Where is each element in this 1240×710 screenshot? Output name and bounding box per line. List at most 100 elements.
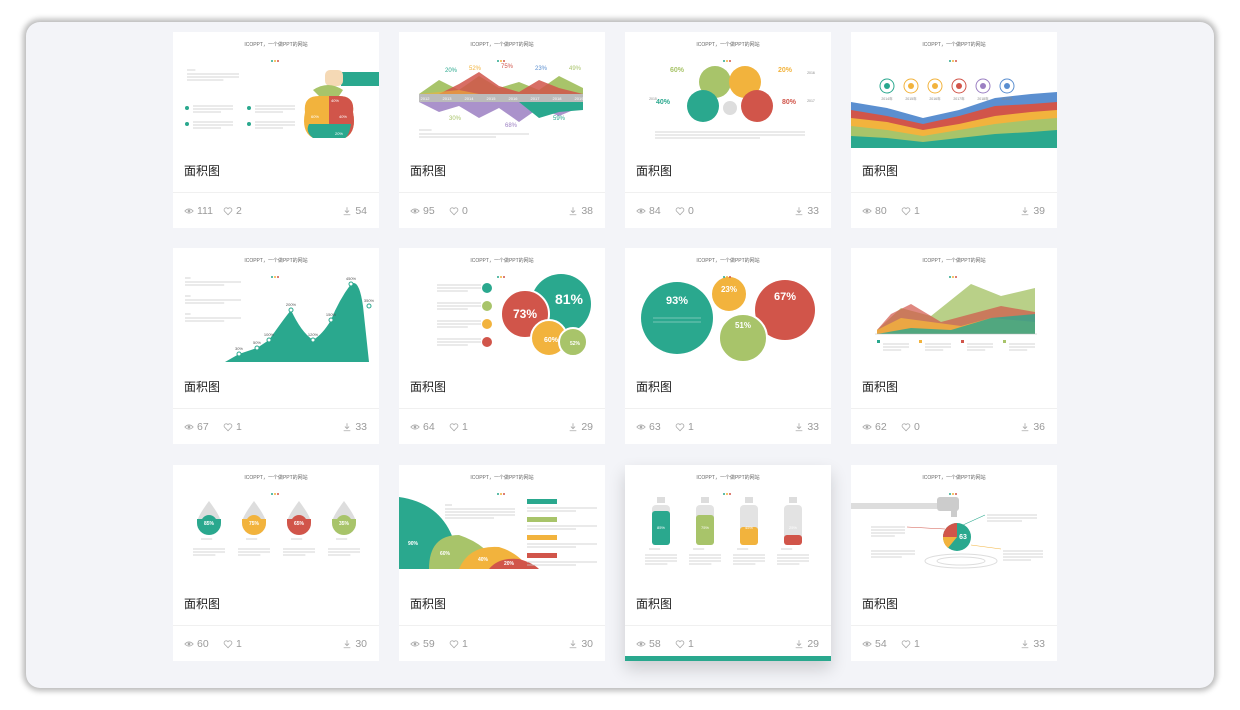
template-card[interactable]: ICOPPT，一个做PPT的网站 2012 2013 2014 2015 2016 201… [399, 32, 605, 228]
year-label: 2015 [487, 96, 497, 101]
year-label: 2015 [649, 97, 657, 101]
template-card[interactable]: ICOPPT，一个做PPT的网站 85% 75% 45% 25% 面积图 58 1 2… [625, 465, 831, 661]
download-icon [1021, 640, 1029, 649]
template-card[interactable]: ICOPPT，一个做PPT的网站 60% 40% 20% 80% 2015 2016 201… [625, 32, 831, 228]
card-title[interactable]: 面积图 [636, 597, 673, 611]
card-title[interactable]: 面积图 [862, 380, 899, 394]
bag-pct-label: 40% [339, 114, 347, 119]
template-thumbnail[interactable]: ICOPPT，一个做PPT的网站 85% 75% 65% 35% [173, 465, 379, 583]
download-icon [1021, 207, 1029, 216]
eye-icon [184, 208, 194, 214]
download-button[interactable]: 33 [342, 420, 367, 434]
pct-label: 40% [478, 557, 489, 563]
card-title[interactable]: 面积图 [862, 597, 899, 611]
like-button[interactable]: 1 [449, 420, 468, 434]
heart-icon [449, 640, 459, 649]
callout-line [970, 544, 1002, 550]
download-button[interactable]: 36 [1020, 420, 1045, 434]
card-title[interactable]: 面积图 [184, 597, 221, 611]
bottle-pct-label: 45% [745, 525, 753, 530]
like-button[interactable]: 0 [675, 204, 694, 218]
card-title[interactable]: 面积图 [862, 164, 899, 178]
card-title[interactable]: 面积图 [184, 380, 221, 394]
area-layer [851, 130, 1057, 150]
template-card[interactable]: ICOPPT，一个做PPT的网站 93% 23% 67% 51% 面积图 63 1 3… [625, 248, 831, 444]
like-button[interactable]: 1 [449, 637, 468, 651]
download-button[interactable]: 33 [794, 204, 819, 218]
data-point [236, 351, 242, 357]
template-card[interactable]: ICOPPT，一个做PPT的网站 面积图 62 0 36 [851, 248, 1057, 444]
template-thumbnail[interactable]: ICOPPT，一个做PPT的网站 40% 60% 40% 20% [173, 32, 379, 150]
bullet-icon [185, 106, 189, 110]
heart-icon [223, 423, 233, 432]
template-thumbnail[interactable]: ICOPPT，一个做PPT的网站 30% 50% 100% 200% 120% 150% 4… [173, 248, 379, 366]
thumbnail-dots [949, 482, 961, 495]
download-button[interactable]: 38 [568, 204, 593, 218]
thumbnail-header: ICOPPT，一个做PPT的网站 [470, 475, 534, 481]
data-label: 50% [253, 340, 261, 345]
download-count-value: 33 [355, 421, 367, 433]
template-thumbnail[interactable]: ICOPPT，一个做PPT的网站 [851, 248, 1057, 366]
download-button[interactable]: 33 [794, 420, 819, 434]
download-button[interactable]: 29 [568, 420, 593, 434]
download-button[interactable]: 30 [568, 637, 593, 651]
pct-label: 20% [504, 561, 515, 567]
template-card[interactable]: ICOPPT，一个做PPT的网站 63 面积图 54 1 33 [851, 465, 1057, 661]
year-label: 2014 [465, 96, 475, 101]
drop-pct-label: 35% [339, 521, 350, 527]
like-count-value: 1 [236, 638, 242, 650]
thumbnail-header: ICOPPT，一个做PPT的网站 [922, 475, 986, 481]
template-thumbnail[interactable]: ICOPPT，一个做PPT的网站 2014年 2015年 2016年 2017年 201… [851, 32, 1057, 150]
download-button[interactable]: 33 [1020, 637, 1045, 651]
card-title[interactable]: 面积图 [636, 164, 673, 178]
template-thumbnail[interactable]: ICOPPT，一个做PPT的网站 93% 23% 67% 51% [625, 248, 831, 366]
quarter-area [489, 558, 539, 569]
like-button[interactable]: 1 [675, 420, 694, 434]
data-point [348, 281, 354, 287]
template-card[interactable]: ICOPPT，一个做PPT的网站 40% 60% 40% 20% 面积图 111 2 … [173, 32, 379, 228]
template-card[interactable]: ICOPPT，一个做PPT的网站 2014年 2015年 2016年 2017年 201… [851, 32, 1057, 228]
download-button[interactable]: 54 [342, 204, 367, 218]
download-button[interactable]: 29 [794, 637, 819, 651]
legend-swatch [961, 340, 964, 343]
card-stats: 67 1 33 [173, 420, 379, 436]
thumbnail-header: ICOPPT，一个做PPT的网站 [922, 42, 986, 48]
template-card[interactable]: ICOPPT，一个做PPT的网站 30% 50% 100% 200% 120% 150% 4… [173, 248, 379, 444]
card-title[interactable]: 面积图 [410, 597, 447, 611]
template-card[interactable]: ICOPPT，一个做PPT的网站 90% 60% 40% 20% 面积图 59 1 3… [399, 465, 605, 661]
download-button[interactable]: 39 [1020, 204, 1045, 218]
template-card[interactable]: ICOPPT，一个做PPT的网站 73% 81% 60% 52% 面积图 64 1 2… [399, 248, 605, 444]
card-stats: 95 0 38 [399, 204, 605, 220]
template-thumbnail[interactable]: ICOPPT，一个做PPT的网站 63 [851, 465, 1057, 583]
card-stats: 62 0 36 [851, 420, 1057, 436]
like-button[interactable]: 1 [675, 637, 694, 651]
download-button[interactable]: 30 [342, 637, 367, 651]
bubble-pct-label: 73% [513, 307, 537, 321]
template-thumbnail[interactable]: ICOPPT，一个做PPT的网站 90% 60% 40% 20% [399, 465, 605, 583]
like-button[interactable]: 0 [901, 420, 920, 434]
like-button[interactable]: 1 [901, 637, 920, 651]
download-count-value: 33 [1033, 638, 1045, 650]
like-button[interactable]: 1 [223, 637, 242, 651]
download-icon [795, 423, 803, 432]
card-title[interactable]: 面积图 [410, 164, 447, 178]
like-button[interactable]: 1 [223, 420, 242, 434]
card-title[interactable]: 面积图 [636, 380, 673, 394]
bottle-cap [789, 497, 797, 503]
thumbnail-chart: 90% 60% 40% 20% [399, 497, 597, 569]
thumbnail-dots [723, 482, 735, 495]
card-title[interactable]: 面积图 [184, 164, 221, 178]
template-thumbnail[interactable]: ICOPPT，一个做PPT的网站 60% 40% 20% 80% 2015 2016 201… [625, 32, 831, 150]
template-card[interactable]: ICOPPT，一个做PPT的网站 85% 75% 65% 35% 面积图 60 1 3… [173, 465, 379, 661]
template-thumbnail[interactable]: ICOPPT，一个做PPT的网站 73% 81% 60% 52% [399, 248, 605, 366]
like-button[interactable]: 1 [901, 204, 920, 218]
pct-label: 60% [670, 67, 685, 74]
like-button[interactable]: 2 [223, 204, 242, 218]
year-label: 2016 [509, 96, 519, 101]
template-thumbnail[interactable]: ICOPPT，一个做PPT的网站 85% 75% 45% 25% [625, 465, 831, 583]
like-button[interactable]: 0 [449, 204, 468, 218]
view-count: 84 [636, 204, 661, 218]
card-title[interactable]: 面积图 [410, 380, 447, 394]
template-thumbnail[interactable]: ICOPPT，一个做PPT的网站 2012 2013 2014 2015 2016 201… [399, 32, 605, 150]
ribbon-area [519, 102, 583, 118]
